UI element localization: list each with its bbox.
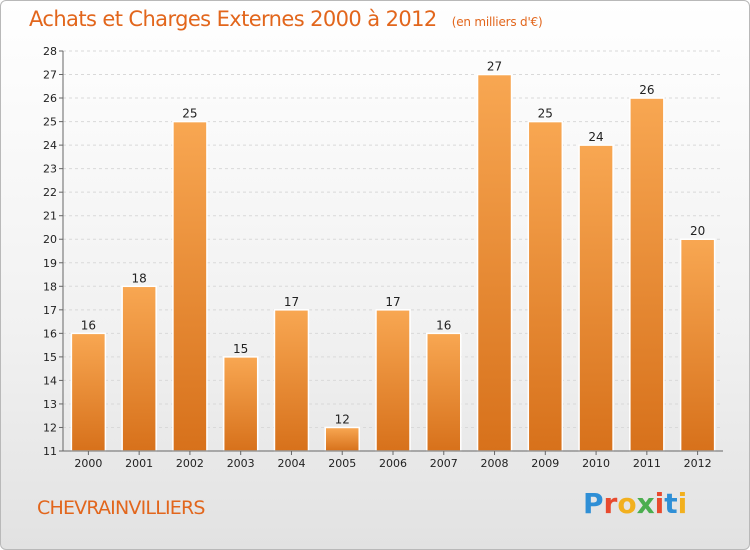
data-label: 12 <box>335 412 350 426</box>
y-tick-label: 17 <box>43 304 57 317</box>
logo-letter: i <box>654 487 665 520</box>
y-tick-label: 28 <box>43 45 57 58</box>
y-tick-label: 22 <box>43 186 57 199</box>
logo-letter: t <box>664 487 678 520</box>
y-tick-label: 27 <box>43 69 57 82</box>
bar <box>476 73 513 452</box>
x-tick-label: 2012 <box>684 457 712 470</box>
data-label: 16 <box>81 318 96 332</box>
data-label: 18 <box>132 271 147 285</box>
x-tick-label: 2004 <box>277 457 305 470</box>
bar <box>324 426 360 452</box>
bars <box>70 73 716 452</box>
proxiti-logo: Proxiti <box>583 487 687 520</box>
y-tick-label: 24 <box>43 139 57 152</box>
y-tick-label: 21 <box>43 210 57 223</box>
x-tick-label: 2010 <box>582 457 610 470</box>
x-tick-label: 2011 <box>633 457 661 470</box>
logo-letter: P <box>583 487 604 520</box>
data-label: 24 <box>588 130 603 144</box>
data-label: 25 <box>538 107 553 121</box>
bar <box>629 97 665 452</box>
data-label: 17 <box>385 295 400 309</box>
data-label: 25 <box>182 107 197 121</box>
data-label: 17 <box>284 295 299 309</box>
bar <box>375 309 411 452</box>
chart-title: Achats et Charges Externes 2000 à 2012 <box>29 7 437 31</box>
data-label: 27 <box>487 60 502 74</box>
bar <box>527 120 564 452</box>
logo-letter: x <box>636 487 655 520</box>
bar <box>273 309 310 452</box>
chart-unit: (en milliers d'€) <box>451 15 543 29</box>
y-tick-label: 15 <box>43 351 57 364</box>
y-tick-label: 16 <box>43 327 57 340</box>
y-tick-label: 14 <box>43 374 57 387</box>
x-tick-label: 2009 <box>531 457 559 470</box>
logo-letter: i <box>677 487 688 520</box>
y-tick-label: 12 <box>43 421 57 434</box>
bar <box>578 144 614 452</box>
data-label: 15 <box>233 342 248 356</box>
x-tick-label: 2005 <box>328 457 356 470</box>
x-tick-label: 2002 <box>176 457 204 470</box>
y-tick-label: 11 <box>43 445 57 458</box>
logo-letter: r <box>603 487 618 520</box>
data-label: 26 <box>639 83 654 97</box>
logo-letter: o <box>617 487 637 520</box>
y-tick-label: 23 <box>43 163 57 176</box>
data-label: 16 <box>436 318 451 332</box>
y-tick-label: 20 <box>43 233 57 246</box>
bar <box>172 120 208 452</box>
y-tick-label: 25 <box>43 116 57 129</box>
axes <box>59 50 723 455</box>
y-tick-label: 19 <box>43 257 57 270</box>
bar <box>121 285 157 452</box>
x-tick-label: 2006 <box>379 457 407 470</box>
bar <box>426 332 462 452</box>
y-tick-label: 18 <box>43 280 57 293</box>
title-line: Achats et Charges Externes 2000 à 2012 (… <box>29 7 543 31</box>
x-tick-label: 2001 <box>125 457 153 470</box>
y-tick-label: 26 <box>43 92 57 105</box>
bar <box>222 356 259 452</box>
bar <box>70 332 107 452</box>
bar <box>679 238 716 452</box>
labels: 11 12 13 14 15 16 17 18 19 20 21 22 23 24 25 26 27 28 2000… <box>43 45 712 470</box>
y-tick-label: 13 <box>43 398 57 411</box>
x-tick-label: 2007 <box>430 457 458 470</box>
x-tick-label: 2008 <box>481 457 509 470</box>
commune-name: CHEVRAINVILLIERS <box>37 497 205 519</box>
x-tick-label: 2000 <box>74 457 102 470</box>
x-tick-label: 2003 <box>227 457 255 470</box>
data-label: 20 <box>690 224 705 238</box>
